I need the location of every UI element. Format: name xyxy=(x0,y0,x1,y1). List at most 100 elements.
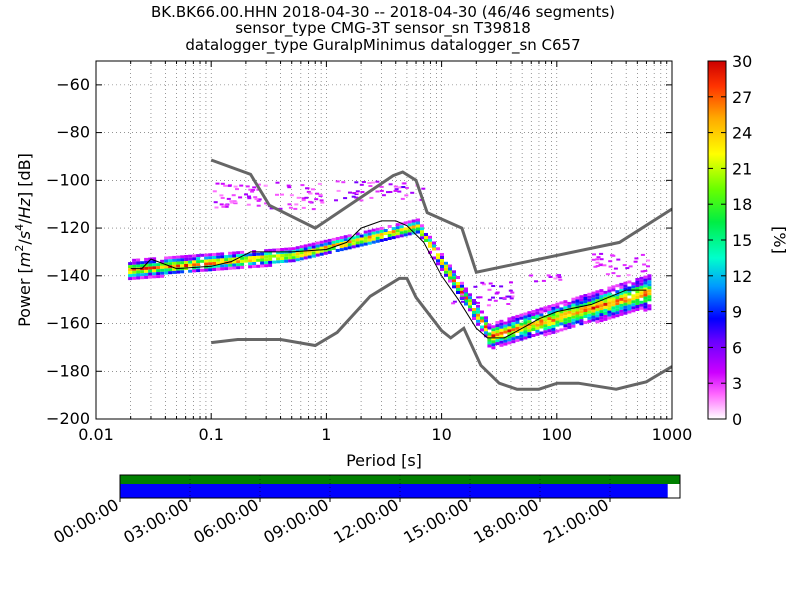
density-cell xyxy=(284,256,289,260)
density-cell xyxy=(595,302,600,306)
y-axis-label-exp2: 2 xyxy=(13,245,26,252)
density-cell xyxy=(495,324,500,328)
density-cell xyxy=(323,251,328,255)
density-cell xyxy=(280,248,285,251)
timeline-label: 09:00:00 xyxy=(260,495,332,547)
density-cell xyxy=(303,247,308,251)
density-cell xyxy=(407,229,412,233)
density-cell xyxy=(248,265,253,269)
density-cell xyxy=(288,253,293,257)
density-cell xyxy=(519,328,524,332)
density-cell xyxy=(354,196,359,199)
density-cell xyxy=(587,319,592,323)
colorbar-tick-label: 0 xyxy=(732,410,742,429)
density-cell xyxy=(603,302,608,306)
density-cell xyxy=(164,256,169,260)
density-cell xyxy=(236,266,241,270)
density-cell xyxy=(140,273,145,277)
density-cell xyxy=(311,242,316,246)
density-cell xyxy=(563,312,568,316)
density-cell xyxy=(200,253,205,257)
density-cell xyxy=(268,263,273,267)
density-cell xyxy=(319,252,324,256)
density-cell xyxy=(152,269,157,273)
density-cell xyxy=(635,299,640,302)
density-cell xyxy=(635,281,640,284)
density-cell xyxy=(184,258,189,261)
density-cell xyxy=(623,290,628,294)
density-cell xyxy=(611,312,616,316)
density-cell xyxy=(220,255,225,259)
density-cell xyxy=(647,292,652,296)
density-cell xyxy=(311,208,316,211)
density-cell xyxy=(407,232,412,236)
density-cell xyxy=(527,329,532,333)
density-cell xyxy=(252,253,257,256)
density-cell xyxy=(511,334,516,338)
density-cell xyxy=(440,262,444,265)
y-axis-label-suffix: ] [dB] xyxy=(15,153,34,198)
density-cell xyxy=(519,331,524,335)
density-cell xyxy=(559,310,564,314)
density-cell xyxy=(476,310,480,314)
density-cell xyxy=(555,302,560,306)
density-cell xyxy=(416,224,420,228)
density-cell xyxy=(519,313,524,317)
density-cell xyxy=(587,292,592,296)
density-cell xyxy=(128,271,133,275)
density-cell xyxy=(287,186,292,189)
density-cell xyxy=(436,256,440,260)
plot-frame xyxy=(95,60,673,420)
density-cell xyxy=(320,201,325,204)
density-cell xyxy=(563,318,568,322)
density-cell xyxy=(595,311,600,315)
density-cell xyxy=(539,313,544,317)
density-cell xyxy=(472,299,476,302)
density-cell xyxy=(448,264,452,268)
x-tick-label: 10 xyxy=(431,425,451,444)
density-cell xyxy=(220,261,225,265)
density-cell xyxy=(212,262,217,265)
density-cell xyxy=(563,315,568,319)
density-cell xyxy=(635,302,640,305)
density-cell xyxy=(394,188,399,191)
density-cell xyxy=(623,281,628,285)
density-cell xyxy=(323,248,328,252)
density-cell xyxy=(511,328,516,332)
density-cell xyxy=(643,278,648,282)
density-cell xyxy=(551,309,556,313)
density-cell xyxy=(531,334,536,337)
density-cell xyxy=(555,274,560,277)
density-cell xyxy=(619,291,624,295)
density-cell xyxy=(623,287,628,291)
density-cell xyxy=(436,259,440,263)
density-cell xyxy=(339,239,344,243)
density-cell xyxy=(327,247,332,251)
density-cell xyxy=(611,315,616,319)
density-cell xyxy=(459,296,464,299)
density-cell xyxy=(643,293,648,297)
density-cell xyxy=(260,258,265,262)
density-cell xyxy=(272,254,277,258)
density-cell xyxy=(631,303,636,307)
density-cell xyxy=(591,303,596,307)
density-cell xyxy=(603,293,608,297)
density-cell xyxy=(351,236,356,240)
density-cell xyxy=(176,270,181,274)
density-cell xyxy=(647,298,652,302)
density-cell xyxy=(575,320,580,324)
density-cell xyxy=(220,197,225,199)
density-cell xyxy=(531,316,536,319)
density-cell xyxy=(639,285,644,289)
density-cell xyxy=(595,290,600,294)
density-cell xyxy=(464,287,468,291)
density-cell xyxy=(639,276,644,280)
density-cell xyxy=(232,257,237,261)
density-cell xyxy=(583,303,588,306)
colorbar-tick-label: 30 xyxy=(732,52,752,71)
density-cell xyxy=(288,256,293,260)
density-cell xyxy=(480,281,485,284)
density-cell xyxy=(547,329,552,333)
density-cell xyxy=(627,292,632,296)
coverage-bar-data xyxy=(120,484,668,498)
